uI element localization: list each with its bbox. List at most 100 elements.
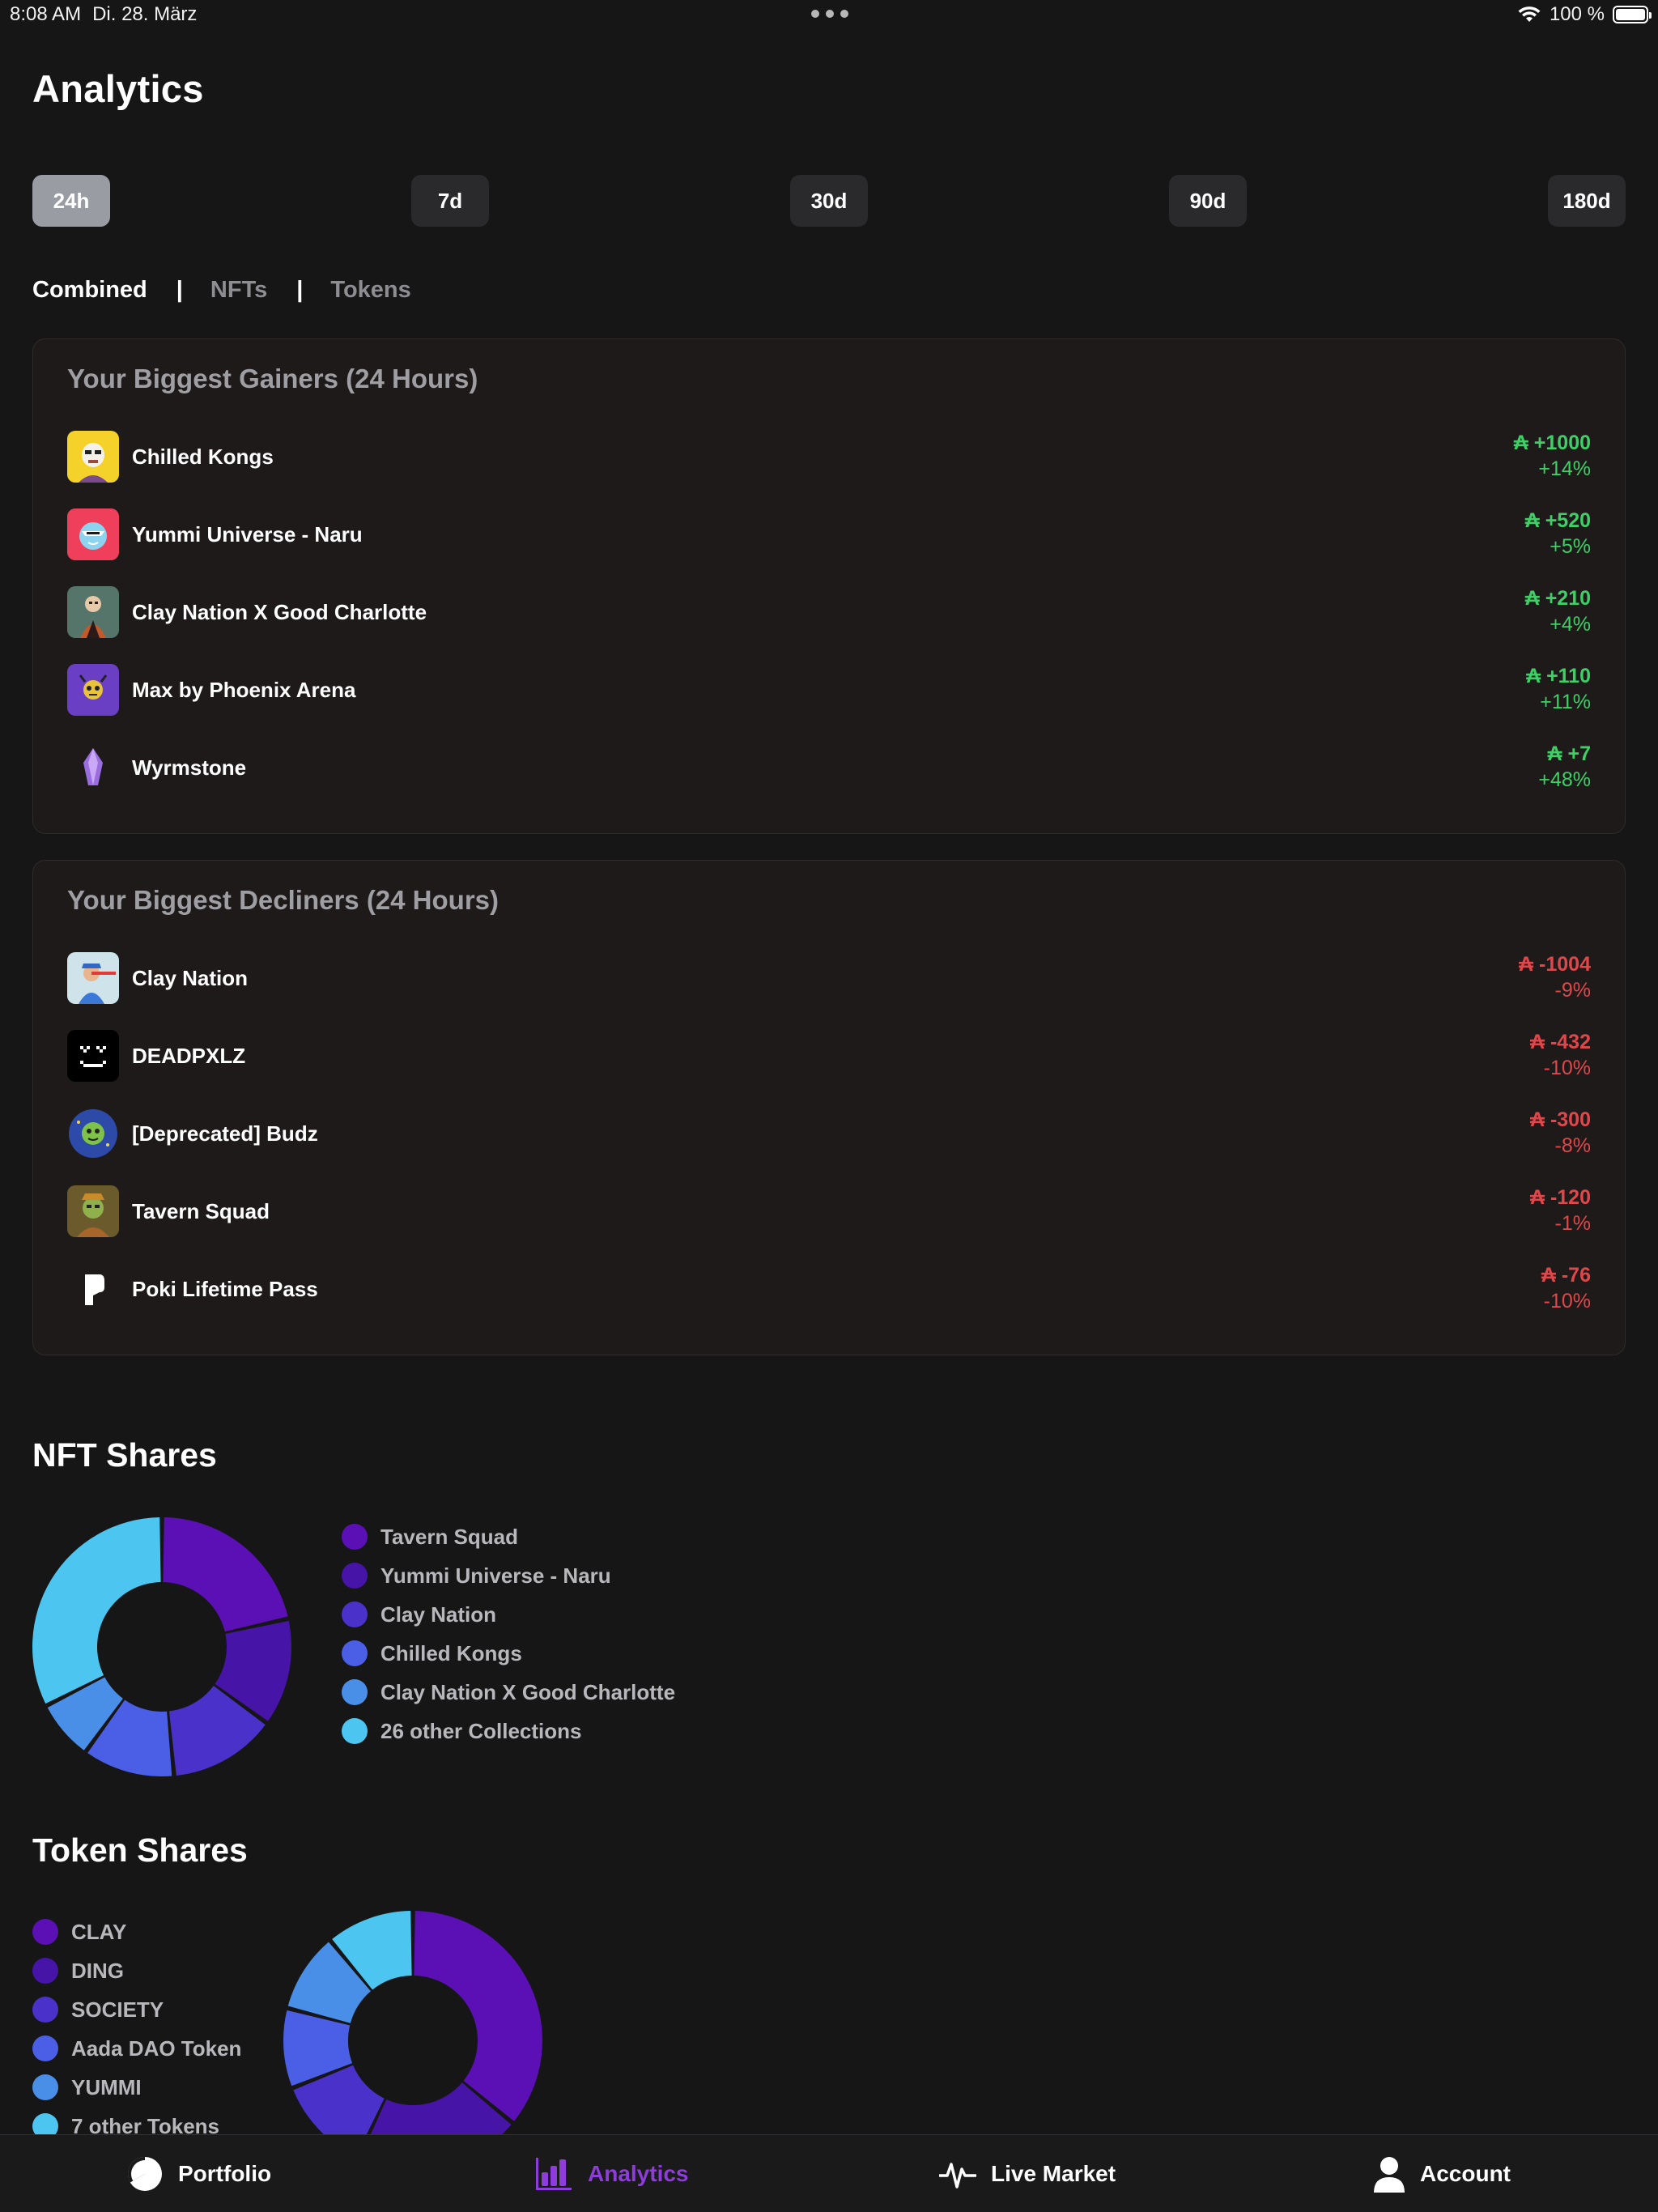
decliner-row[interactable]: [Deprecated] Budz ₳ -300 -8% [67,1107,1591,1160]
gainer-row[interactable]: Chilled Kongs ₳ +1000 +14% [67,430,1591,483]
status-date: Di. 28. März [92,3,198,25]
decliner-row[interactable]: Poki Lifetime Pass ₳ -76 -10% [67,1262,1591,1316]
decliner-values: ₳ -300 -8% [1530,1107,1591,1159]
legend-swatch [342,1563,368,1589]
gainer-values: ₳ +1000 +14% [1514,430,1591,482]
token-shares-donut-chart[interactable] [283,1911,542,2170]
tab-analytics[interactable]: Analytics [534,2135,689,2212]
gainer-name: Wyrmstone [132,755,247,780]
token-share-slice[interactable] [293,2065,385,2157]
multitasking-dots-icon[interactable] [811,10,848,18]
legend-item: Chilled Kongs [342,1634,675,1673]
gainer-values: ₳ +210 +4% [1525,585,1591,637]
nft-share-slice[interactable] [168,1686,266,1776]
gainer-values: ₳ +110 +11% [1526,663,1591,715]
tab-tokens[interactable]: Tokens [330,277,411,303]
nft-share-slice[interactable] [163,1517,288,1632]
nft-share-slice[interactable] [32,1517,161,1704]
time-range-selector: 24h 7d 30d 90d 180d [32,175,1626,227]
bottom-tab-bar: Portfolio Analytics Live Market Accoun [0,2134,1658,2212]
person-icon [1374,2157,1405,2193]
decliner-values: ₳ -76 -10% [1541,1262,1591,1314]
gainer-row[interactable]: Clay Nation X Good Charlotte ₳ +210 +4% [67,585,1591,639]
token-share-slice[interactable] [283,2010,353,2087]
loss-amount: ₳ -432 [1529,1031,1591,1053]
gain-percent: +14% [1538,457,1591,480]
gain-percent: +11% [1540,691,1591,713]
tab-portfolio[interactable]: Portfolio [126,2135,271,2212]
range-7d-button[interactable]: 7d [411,175,489,227]
token-share-slice[interactable] [414,1911,542,2121]
loss-percent: -10% [1543,1290,1591,1312]
status-bar: 8:08 AM Di. 28. März 100 % [0,0,1658,32]
decliner-row[interactable]: Clay Nation ₳ -1004 -9% [67,951,1591,1005]
token-shares-title: Token Shares [32,1831,248,1869]
gainer-row[interactable]: Max by Phoenix Arena ₳ +110 +11% [67,663,1591,717]
bar-chart-icon [536,2158,572,2190]
legend-label: Clay Nation [380,1602,497,1627]
token-share-slice[interactable] [287,1942,371,2023]
status-time: 8:08 AM [10,3,82,25]
decliner-values: ₳ -432 -10% [1530,1029,1591,1081]
legend-swatch [342,1718,368,1744]
token-share-slice[interactable] [332,1911,412,1990]
decliner-row[interactable]: DEADPXLZ ₳ -432 -10% [67,1029,1591,1083]
pie-chart-icon [127,2157,162,2191]
tavern-squad-avatar [67,1185,119,1237]
clay-nation-avatar [67,952,119,1004]
legend-swatch [342,1524,368,1550]
nft-share-slice[interactable] [215,1620,291,1721]
range-90d-button[interactable]: 90d [1169,175,1247,227]
tab-nfts[interactable]: NFTs [210,277,268,303]
range-24h-button[interactable]: 24h [32,175,110,227]
legend-item: Tavern Squad [342,1517,675,1556]
gain-amount: ₳ +110 [1526,665,1591,687]
nft-share-slice[interactable] [87,1699,172,1776]
nft-shares-donut-chart[interactable] [32,1517,291,1776]
tab-account[interactable]: Account [1373,2135,1511,2212]
legend-swatch [342,1602,368,1627]
range-180d-button[interactable]: 180d [1548,175,1626,227]
page-title: Analytics [32,67,204,110]
tab-separator: | [176,277,183,303]
legend-item: SOCIETY [32,1990,241,2029]
legend-item: Clay Nation [342,1595,675,1634]
tab-label: Analytics [588,2161,689,2186]
loss-amount: ₳ -120 [1529,1186,1591,1209]
legend-swatch [32,1958,58,1984]
gainer-row[interactable]: Yummi Universe - Naru ₳ +520 +5% [67,508,1591,561]
legend-label: Tavern Squad [380,1524,519,1549]
decliner-name: Tavern Squad [132,1199,270,1223]
legend-item: CLAY [32,1912,241,1951]
legend-label: 26 other Collections [380,1718,582,1743]
decliner-name: [Deprecated] Budz [132,1121,318,1146]
gain-amount: ₳ +520 [1524,509,1591,532]
status-left: 8:08 AM Di. 28. März [10,3,197,26]
legend-item: DING [32,1951,241,1990]
gainer-name: Yummi Universe - Naru [132,522,363,547]
legend-label: CLAY [71,1919,127,1944]
loss-percent: -8% [1554,1134,1591,1157]
gainer-name: Clay Nation X Good Charlotte [132,600,427,624]
legend-label: DING [71,1958,124,1983]
tab-live-market[interactable]: Live Market [939,2135,1116,2212]
legend-swatch [32,1997,58,2023]
chilled-kongs-avatar [67,431,119,483]
range-30d-button[interactable]: 30d [790,175,868,227]
gainer-row[interactable]: Wyrmstone ₳ +7 +48% [67,741,1591,794]
loss-amount: ₳ -76 [1541,1264,1591,1287]
decliners-title: Your Biggest Decliners (24 Hours) [67,885,500,915]
nft-shares-legend: Tavern Squad Yummi Universe - Naru Clay … [342,1517,675,1750]
legend-label: 7 other Tokens [71,2113,220,2138]
decliner-row[interactable]: Tavern Squad ₳ -120 -1% [67,1185,1591,1238]
gain-amount: ₳ +210 [1524,587,1591,610]
tab-separator: | [296,277,304,303]
nft-share-slice[interactable] [47,1677,123,1750]
token-shares-legend: CLAY DING SOCIETY Aada DAO Token YUMMI 7… [32,1912,241,2146]
poki-lifetime-pass-avatar [67,1263,119,1315]
legend-item: Aada DAO Token [32,2029,241,2068]
legend-swatch [32,1919,58,1945]
legend-swatch [32,2035,58,2061]
legend-item: YUMMI [32,2068,241,2107]
tab-combined[interactable]: Combined [32,277,147,303]
